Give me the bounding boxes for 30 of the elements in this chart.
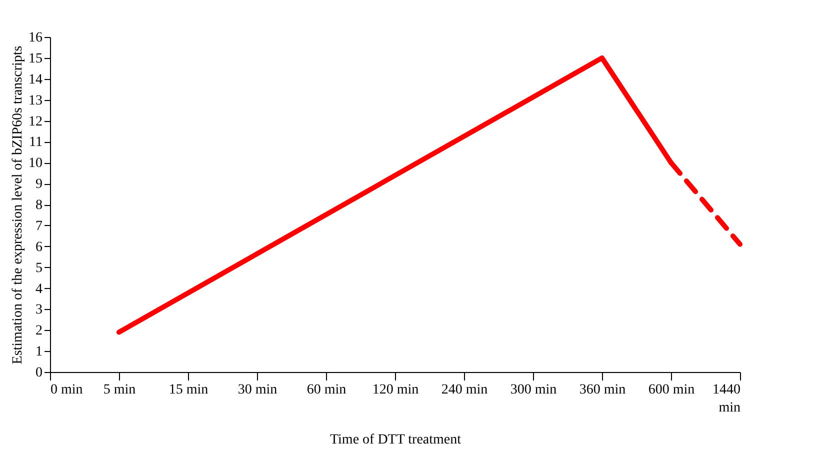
x-tick-label: 0 min bbox=[50, 382, 83, 398]
x-tick-label: 15 min bbox=[168, 382, 208, 398]
y-tick-label: 2 bbox=[36, 324, 42, 339]
x-tick-label: 120 min bbox=[372, 382, 419, 398]
y-tick-label: 16 bbox=[28, 30, 42, 46]
x-tick-label: 240 min bbox=[441, 382, 488, 398]
x-axis-title: Time of DTT treatment bbox=[330, 432, 462, 448]
x-tick-label: 60 min bbox=[306, 382, 346, 398]
x-tick-label: 360 min bbox=[579, 382, 626, 398]
x-tick-label: 30 min bbox=[238, 382, 278, 398]
y-tick-label: 1 bbox=[36, 344, 42, 360]
y-tick-label: 4 bbox=[36, 282, 42, 297]
y-tick-label: 7 bbox=[36, 218, 42, 234]
y-tick-label: 10 bbox=[28, 156, 42, 172]
x-tick-label: 300 min bbox=[510, 382, 557, 398]
y-tick-label: 3 bbox=[36, 302, 42, 318]
y-tick-label: 15 bbox=[28, 51, 42, 66]
y-tick-label: 14 bbox=[28, 72, 42, 88]
y-axis-title: Estimation of the expression level of bZIP60s transcripts bbox=[10, 46, 26, 364]
y-tick-label: 12 bbox=[28, 114, 42, 130]
y-tick-label: 0 bbox=[36, 366, 42, 380]
x-tick-label: 1440 min bbox=[712, 382, 740, 416]
y-tick-label: 8 bbox=[36, 198, 42, 213]
y-tick-label: 5 bbox=[36, 260, 42, 276]
x-tick-label: 600 min bbox=[648, 382, 695, 398]
x-tick-label: 5 min bbox=[103, 382, 136, 398]
y-tick-label: 9 bbox=[36, 177, 42, 192]
y-tick-label: 6 bbox=[36, 240, 42, 255]
y-tick-label: 13 bbox=[28, 93, 42, 108]
y-tick-label: 11 bbox=[29, 135, 42, 150]
